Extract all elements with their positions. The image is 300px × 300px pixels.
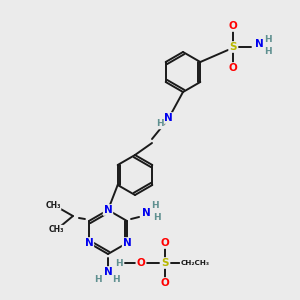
Text: H: H: [156, 119, 164, 128]
Text: N: N: [85, 238, 93, 248]
Text: H: H: [153, 212, 161, 221]
Text: H: H: [264, 46, 272, 56]
Text: CH₃: CH₃: [48, 226, 64, 235]
Text: H: H: [151, 202, 159, 211]
Text: O: O: [136, 258, 146, 268]
Text: N: N: [103, 205, 112, 215]
Text: O: O: [229, 63, 237, 73]
Text: O: O: [160, 238, 169, 248]
Text: H: H: [94, 275, 102, 284]
Text: CH₂CH₃: CH₂CH₃: [181, 260, 209, 266]
Text: S: S: [229, 42, 237, 52]
Text: N: N: [103, 267, 112, 277]
Text: N: N: [164, 113, 172, 123]
Text: H: H: [115, 259, 123, 268]
Text: CH₃: CH₃: [45, 200, 61, 209]
Text: H: H: [264, 34, 272, 43]
Text: N: N: [255, 39, 263, 49]
Text: H: H: [112, 275, 120, 284]
Text: N: N: [142, 208, 150, 218]
Text: S: S: [161, 258, 169, 268]
Text: N: N: [123, 238, 131, 248]
Text: O: O: [160, 278, 169, 288]
Text: O: O: [229, 21, 237, 31]
